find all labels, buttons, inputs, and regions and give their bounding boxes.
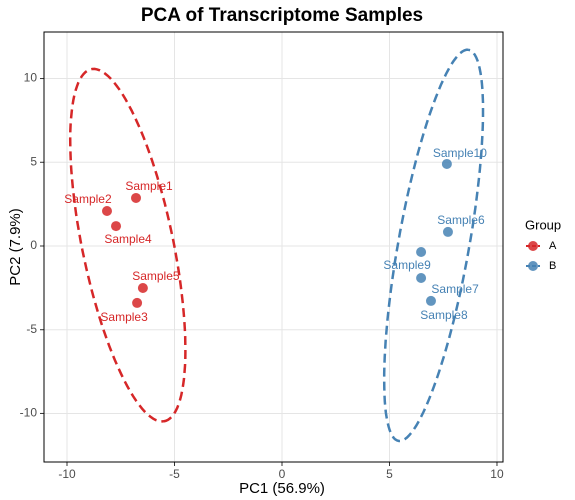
y-tick-label: 10 [24, 71, 38, 85]
y-tick-label: -10 [20, 406, 38, 420]
y-tick-label: 5 [30, 154, 37, 168]
point [425, 295, 436, 306]
legend-label: A [549, 240, 557, 252]
point [111, 221, 122, 232]
y-axis-label: PC2 (7.9%) [7, 208, 24, 286]
point-label: Sample8 [420, 308, 468, 322]
point [132, 297, 143, 308]
point [137, 283, 148, 294]
x-axis-label: PC1 (56.9%) [239, 480, 325, 497]
point-label: Sample9 [383, 258, 431, 272]
point-label: Sample2 [64, 192, 112, 206]
point-label: Sample7 [431, 282, 479, 296]
point-label: Sample3 [100, 310, 148, 324]
point [101, 205, 112, 216]
point [416, 272, 427, 283]
y-tick-label: 0 [30, 238, 37, 252]
plot-border [43, 31, 504, 463]
point-label: Sample10 [433, 146, 487, 160]
x-tick-label: -10 [58, 467, 76, 481]
legend-label: B [549, 260, 556, 272]
point [131, 192, 142, 203]
point-label: Sample6 [437, 213, 485, 227]
legend-key [528, 261, 538, 271]
chart-title: PCA of Transcriptome Samples [141, 5, 423, 26]
legend-key [528, 241, 538, 251]
x-tick-label: 0 [279, 467, 286, 481]
point [441, 158, 452, 169]
point [442, 226, 453, 237]
confidence-ellipse [68, 67, 187, 423]
point-label: Sample5 [132, 269, 180, 283]
point-label: Sample4 [104, 232, 152, 246]
point-label: Sample1 [125, 179, 173, 193]
x-tick-label: 10 [490, 467, 504, 481]
y-tick-label: -5 [26, 322, 37, 336]
x-tick-label: 5 [386, 467, 393, 481]
legend-title: Group [525, 217, 561, 232]
confidence-ellipse [382, 48, 485, 443]
x-tick-label: -5 [169, 467, 180, 481]
point [416, 247, 427, 258]
